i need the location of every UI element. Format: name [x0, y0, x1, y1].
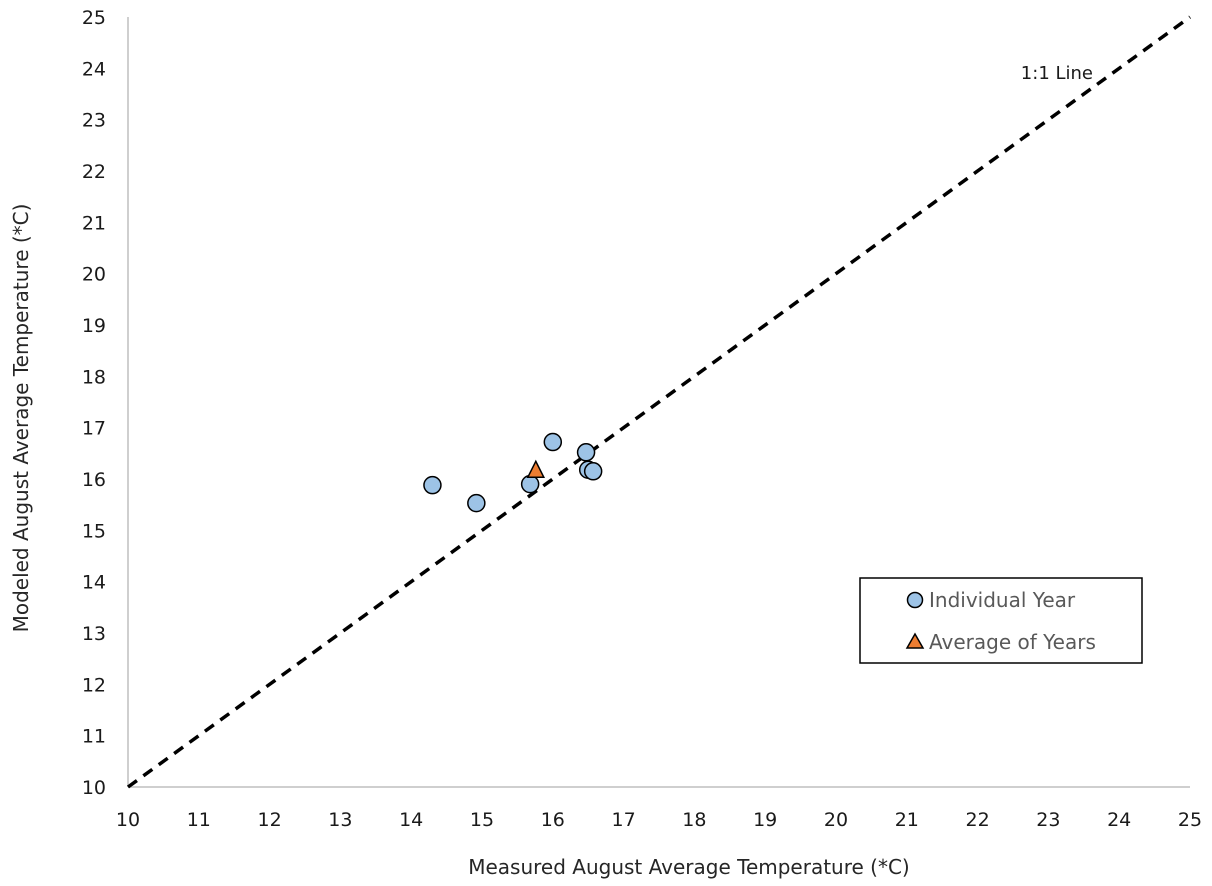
x-tick-label: 10	[116, 809, 140, 831]
y-tick-label: 14	[82, 572, 106, 594]
legend-label-average-of-years: Average of Years	[929, 630, 1096, 654]
x-tick-label: 12	[258, 809, 282, 831]
y-tick-label: 17	[82, 418, 106, 440]
legend-label-individual-year: Individual Year	[929, 588, 1076, 612]
individual-year-point	[520, 474, 540, 494]
x-tick-label: 20	[824, 809, 848, 831]
average-of-years-point	[526, 459, 546, 479]
y-tick-label: 21	[82, 212, 106, 234]
x-tick-label: 15	[470, 809, 494, 831]
x-tick-label: 17	[612, 809, 636, 831]
y-tick-label: 10	[82, 777, 106, 799]
x-tick-labels: 10 11 12 13 14 15 16 17 18 19 20 21 22 23 24 25	[116, 809, 1202, 831]
x-tick-label: 11	[187, 809, 211, 831]
y-tick-label: 15	[82, 520, 106, 542]
x-tick-label: 13	[328, 809, 352, 831]
y-tick-label: 11	[82, 726, 106, 748]
y-axis-title: Modeled August Average Temperature (*C)	[9, 204, 33, 633]
y-tick-label: 20	[82, 264, 106, 286]
one-to-one-line	[126, 15, 1192, 789]
y-tick-label: 23	[82, 110, 106, 132]
y-tick-labels: 10 11 12 13 14 15 16 17 18 19 20 21 22 23 24 25	[82, 7, 106, 799]
reference-line-group: 1:1 Line	[126, 15, 1192, 789]
y-tick-label: 22	[82, 161, 106, 183]
y-tick-label: 12	[82, 674, 106, 696]
y-tick-label: 24	[82, 58, 106, 80]
legend-triangle-marker-icon	[905, 632, 925, 649]
x-tick-label: 22	[966, 809, 990, 831]
legend-box	[859, 577, 1143, 664]
y-tick-label: 18	[82, 366, 106, 388]
x-tick-label: 14	[399, 809, 423, 831]
x-tick-label: 24	[1107, 809, 1131, 831]
one-to-one-line-label: 1:1 Line	[1021, 63, 1093, 84]
individual-year-point	[423, 475, 442, 495]
data-points	[423, 432, 603, 513]
x-tick-label: 23	[1036, 809, 1060, 831]
individual-year-point	[576, 443, 596, 462]
individual-year-point	[467, 493, 486, 513]
individual-year-point	[543, 432, 563, 452]
legend-circle-marker-icon	[906, 591, 924, 609]
x-tick-label: 19	[753, 809, 777, 831]
x-tick-label: 21	[895, 809, 919, 831]
legend: Individual Year Average of Years	[859, 577, 1143, 664]
individual-year-point	[583, 462, 603, 481]
y-tick-label: 13	[82, 623, 106, 645]
y-tick-label: 19	[82, 315, 106, 337]
x-axis-title: Measured August Average Temperature (*C)	[468, 855, 910, 879]
x-tick-label: 25	[1178, 809, 1202, 831]
x-tick-label: 18	[682, 809, 706, 831]
y-tick-label: 16	[82, 469, 106, 491]
x-tick-label: 16	[541, 809, 565, 831]
axes	[127, 17, 1190, 788]
y-tick-label: 25	[82, 7, 106, 29]
